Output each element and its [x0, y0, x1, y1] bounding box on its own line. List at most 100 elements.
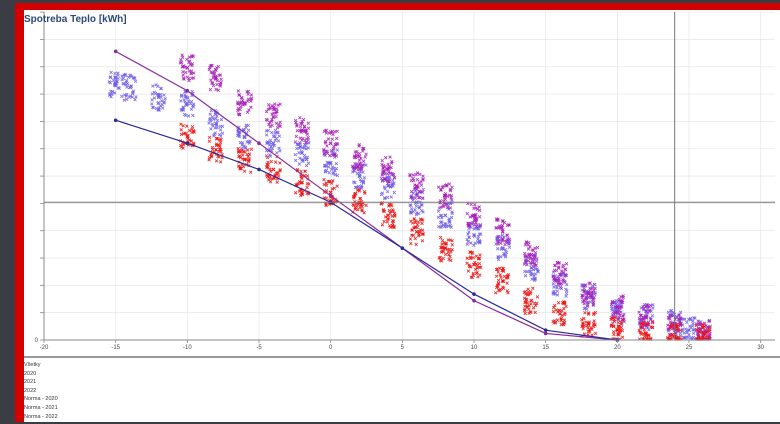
data-point — [389, 195, 393, 199]
data-point — [241, 157, 245, 161]
norma-point — [328, 193, 333, 198]
data-point — [330, 137, 335, 141]
data-point — [561, 322, 565, 327]
data-point — [180, 53, 184, 57]
data-point — [380, 223, 385, 227]
data-point — [241, 164, 246, 169]
data-point — [162, 101, 166, 105]
data-point — [674, 336, 679, 341]
data-point — [651, 303, 655, 307]
data-point — [420, 208, 424, 213]
data-point — [215, 136, 219, 141]
data-point — [384, 167, 389, 171]
data-point — [443, 191, 448, 196]
data-point — [122, 81, 126, 86]
legend-item[interactable]: 2022 — [24, 387, 37, 394]
norma-point — [543, 328, 548, 332]
data-point — [156, 94, 161, 98]
data-point — [708, 332, 712, 336]
data-point — [210, 81, 214, 85]
x-tick-label: -10 — [183, 345, 192, 351]
data-point — [414, 242, 418, 247]
data-point — [275, 126, 280, 130]
data-point — [585, 304, 590, 308]
data-point — [642, 302, 647, 307]
data-point — [273, 138, 277, 143]
data-point — [113, 71, 117, 76]
data-point — [465, 256, 469, 260]
legend-item[interactable]: Norma - 2020 — [24, 396, 58, 403]
data-point — [154, 83, 158, 87]
data-point — [391, 209, 396, 213]
data-point — [385, 195, 390, 200]
data-point — [523, 304, 527, 308]
data-point — [331, 172, 335, 176]
data-point — [448, 238, 452, 242]
data-point — [208, 112, 212, 116]
data-point — [332, 147, 336, 151]
data-point — [475, 264, 479, 268]
data-point — [590, 327, 594, 332]
data-point — [471, 271, 475, 276]
legend-item[interactable]: 2020 — [24, 370, 37, 377]
data-point — [388, 155, 392, 159]
data-point — [507, 237, 512, 241]
data-point — [273, 128, 278, 133]
data-point — [150, 102, 154, 106]
data-point — [416, 211, 421, 216]
data-point — [272, 143, 277, 148]
legend-item[interactable]: 2021 — [24, 379, 37, 386]
data-point — [298, 115, 302, 120]
data-point — [560, 278, 565, 282]
data-point — [523, 243, 528, 247]
data-point — [268, 124, 272, 129]
data-point — [298, 156, 302, 161]
data-point — [470, 275, 475, 280]
data-point — [385, 189, 390, 194]
data-point — [588, 287, 593, 291]
data-point — [335, 129, 339, 134]
chart-legend[interactable]: Všetky 2020 2021 2022 Norma - 2020 Norma - 20… — [24, 356, 780, 422]
data-point — [439, 187, 443, 192]
data-point — [278, 149, 282, 153]
data-point — [476, 234, 481, 239]
data-point — [159, 86, 163, 91]
norma-point — [472, 298, 476, 303]
data-point — [449, 225, 453, 229]
data-point — [494, 226, 498, 230]
data-point — [670, 332, 674, 337]
data-point — [217, 143, 222, 147]
data-point — [385, 220, 390, 224]
data-point — [303, 169, 307, 173]
data-point — [276, 130, 280, 135]
data-point — [151, 105, 156, 110]
data-point — [450, 211, 454, 216]
data-point — [243, 146, 247, 150]
data-point — [352, 155, 357, 160]
data-point — [421, 178, 425, 182]
data-point — [553, 303, 557, 308]
data-point — [616, 317, 620, 322]
data-point — [533, 257, 537, 262]
data-point — [611, 316, 615, 320]
data-point — [590, 286, 595, 290]
data-point — [212, 134, 216, 138]
data-point — [558, 285, 563, 290]
data-point — [531, 306, 536, 310]
data-point — [470, 251, 474, 256]
legend-item[interactable]: Všetky — [24, 362, 41, 368]
data-point — [179, 58, 183, 62]
data-point — [278, 120, 282, 125]
data-point — [305, 132, 310, 136]
data-point — [304, 140, 309, 145]
data-point — [305, 137, 309, 141]
data-point — [528, 261, 533, 265]
legend-item[interactable]: Norma - 2021 — [24, 405, 58, 411]
data-point — [678, 328, 683, 333]
data-point — [593, 310, 598, 315]
legend-item[interactable]: Norma - 2022 — [24, 413, 58, 420]
data-point — [297, 151, 301, 155]
data-point — [496, 281, 501, 286]
data-point — [330, 167, 334, 172]
